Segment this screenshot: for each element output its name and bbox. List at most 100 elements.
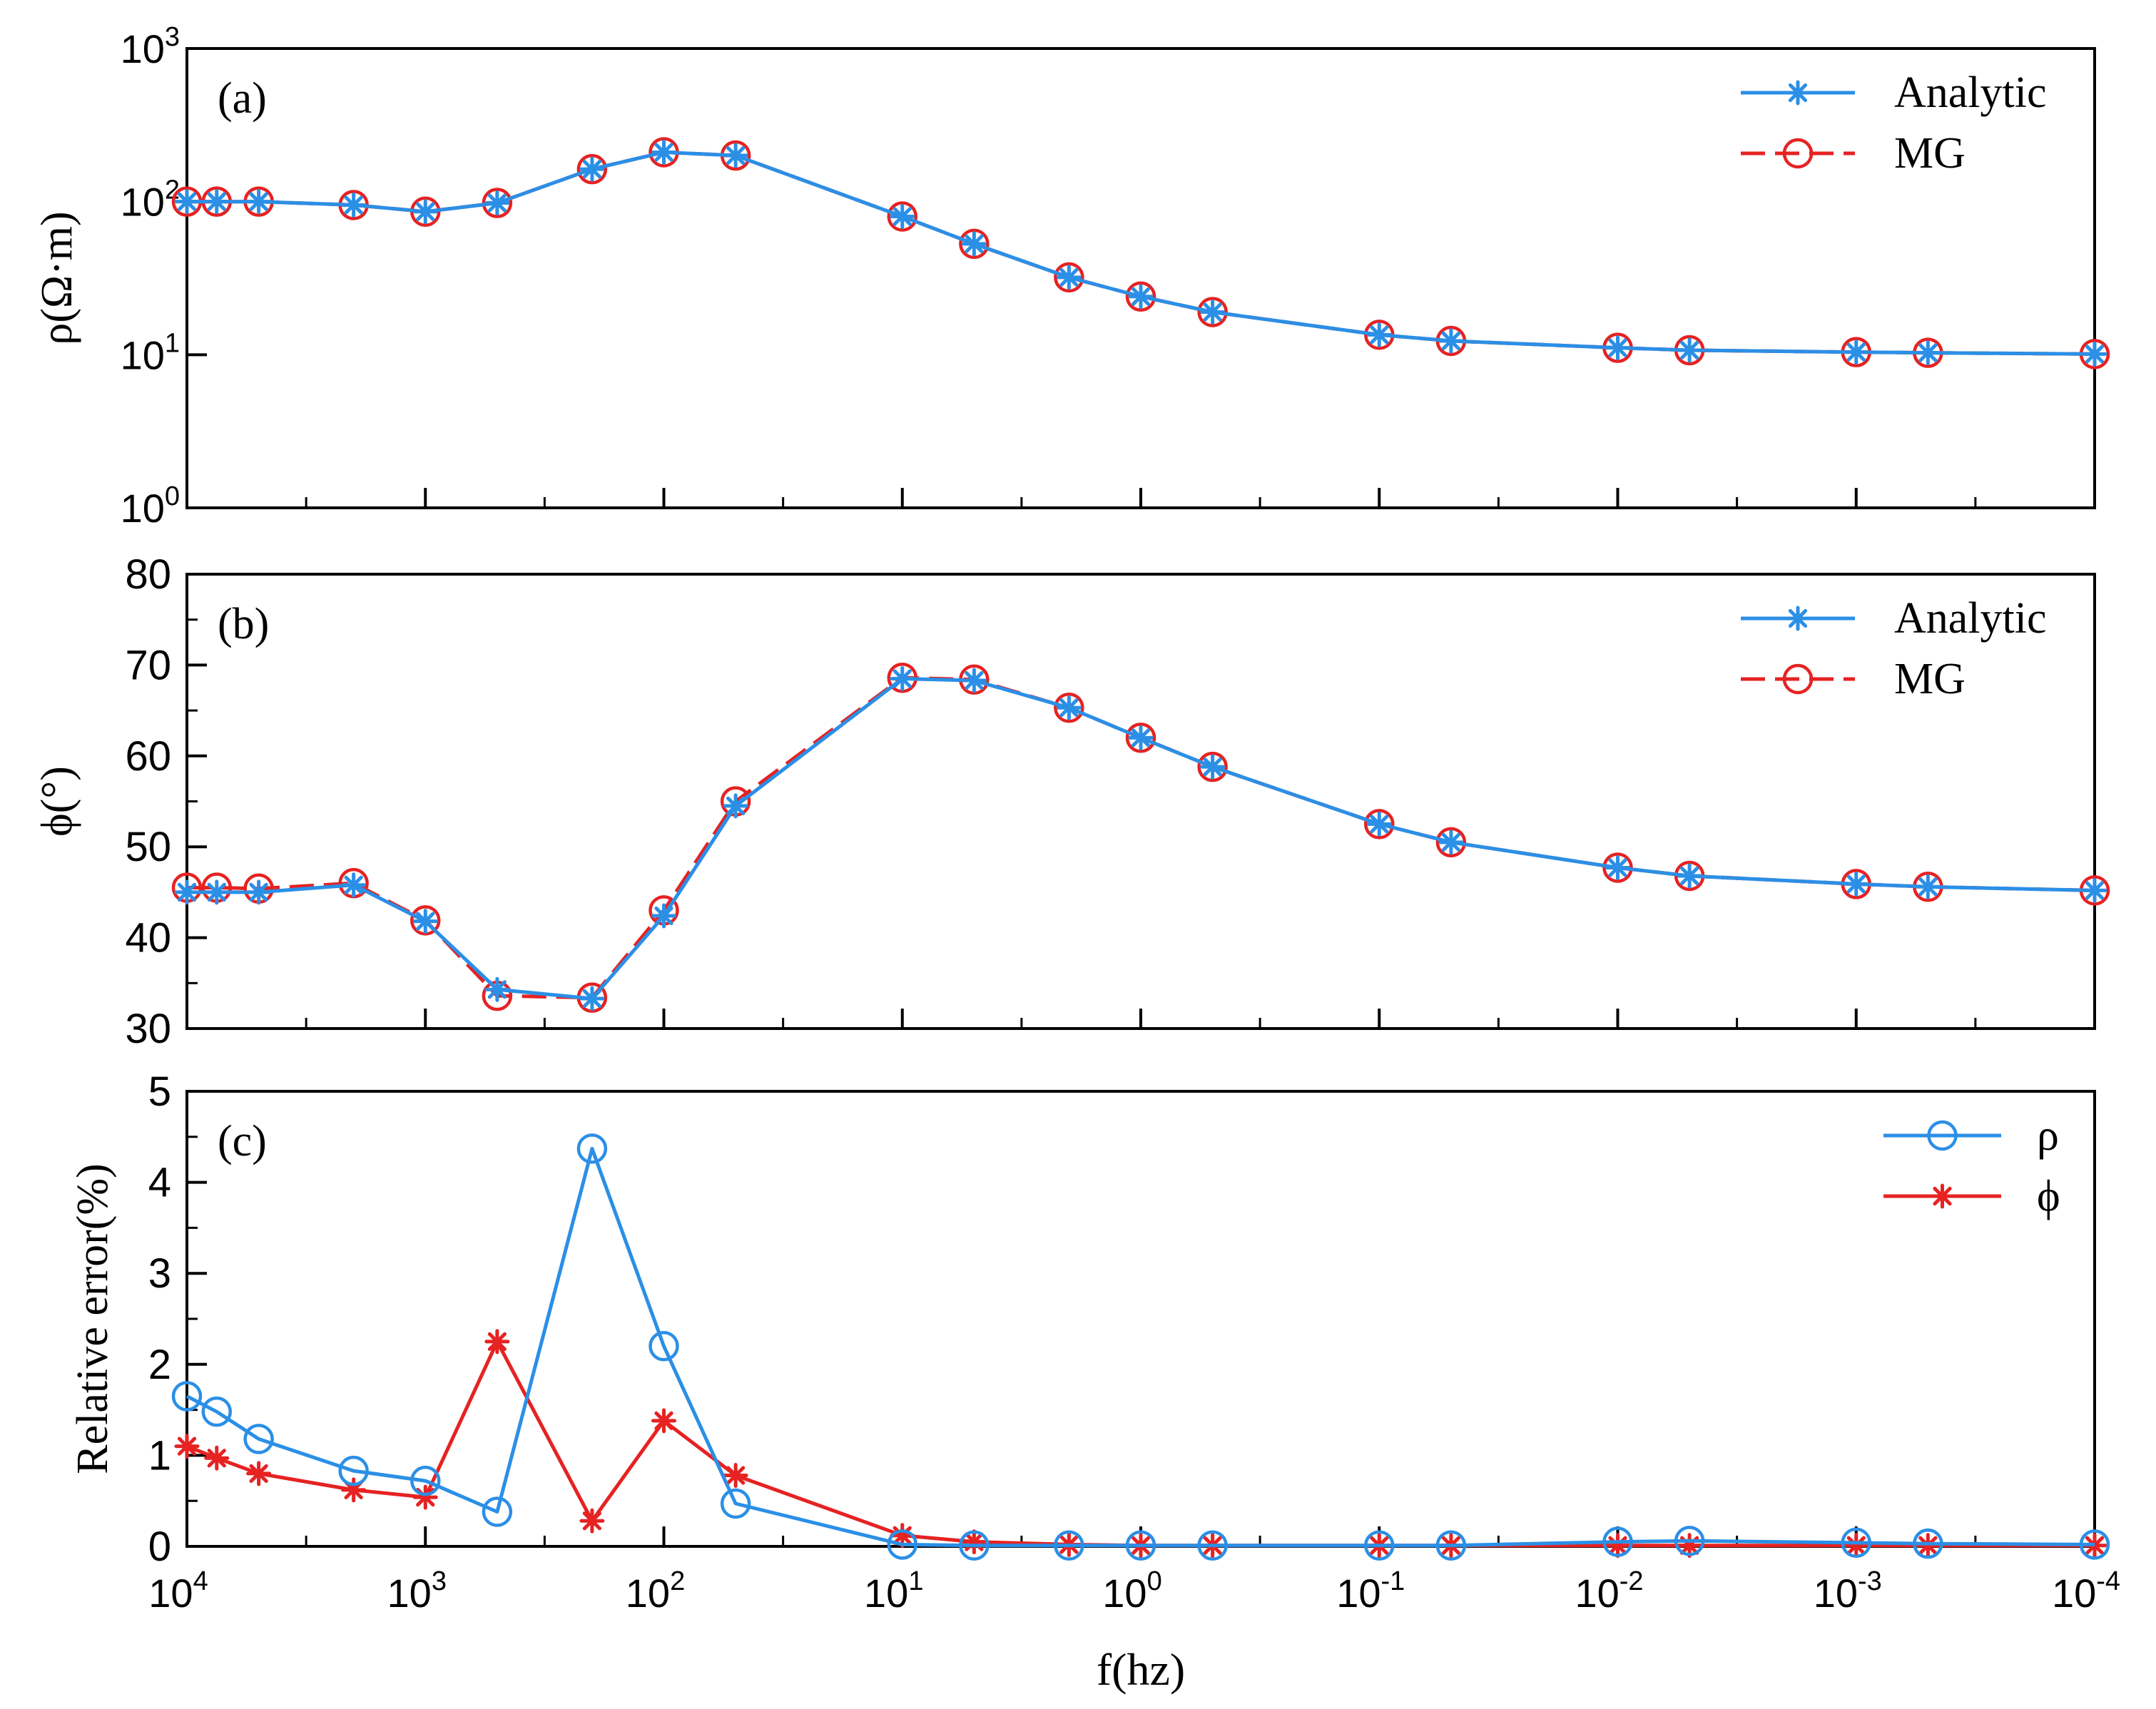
data-point (1197, 297, 1228, 327)
series-a (174, 139, 2107, 367)
x-tick-base: 10 (387, 1571, 432, 1616)
x-tick-label: 100 (1102, 1566, 1161, 1616)
data-point (341, 872, 367, 898)
data-point (1913, 1528, 1943, 1559)
y-tick-base: 10 (121, 180, 165, 225)
legend-marker-stroke (1788, 83, 1808, 103)
panel-c: 0 1 2 3 4 5 Relative error(%) (c) ρϕ (68, 1068, 2110, 1570)
data-point-stroke (582, 1511, 601, 1531)
data-point (484, 976, 510, 1002)
data-point-stroke (344, 875, 363, 894)
data-point (890, 666, 915, 692)
panel-label: (b) (218, 600, 269, 648)
data-point-stroke (1059, 267, 1079, 287)
data-point (959, 1530, 990, 1561)
data-point (887, 1529, 917, 1560)
data-point (1125, 1530, 1156, 1561)
data-point (1056, 265, 1082, 290)
x-tick-base: 10 (1102, 1571, 1146, 1616)
data-point (204, 189, 230, 215)
data-point-stroke (2085, 881, 2105, 900)
x-tick-label: 103 (387, 1566, 447, 1616)
x-tick-label: 104 (148, 1566, 208, 1616)
data-point-stroke (654, 906, 673, 926)
data-point (1841, 1527, 1871, 1558)
legend-marker-stroke (1933, 1186, 1952, 1206)
data-point (412, 199, 438, 225)
data-point (1915, 340, 1941, 366)
y-tick-label: 60 (125, 733, 171, 780)
data-point (246, 879, 272, 905)
data-point (174, 189, 200, 215)
legend-label: ϕ (2037, 1172, 2060, 1220)
legend-label: MG (1894, 655, 1966, 703)
legend: Analytic MG (1741, 68, 2047, 178)
data-point (1200, 754, 1226, 780)
data-point-stroke (965, 670, 984, 690)
data-point (890, 203, 915, 229)
data-point-stroke (177, 192, 197, 211)
data-point-stroke (1203, 757, 1222, 777)
data-point (1844, 340, 1869, 365)
y-tick-label: 50 (125, 824, 171, 870)
data-point-stroke (1370, 325, 1389, 345)
data-point-stroke (2085, 1536, 2105, 1555)
y-tick-label: 103 (121, 22, 180, 71)
legend-marker-stroke (1788, 608, 1808, 628)
data-point-stroke (1059, 698, 1079, 718)
data-point-stroke (1370, 815, 1389, 834)
series-line (185, 1146, 2095, 1548)
x-tick-base: 10 (2052, 1571, 2096, 1616)
x-tick-label: 10-3 (1814, 1566, 1882, 1616)
data-point (341, 192, 367, 218)
data-point (651, 139, 676, 165)
data-point (579, 156, 605, 182)
data-point-stroke (893, 207, 912, 226)
data-point (1366, 322, 1392, 347)
x-tick-label: 10-2 (1575, 1566, 1643, 1616)
data-point (2082, 877, 2107, 903)
data-point (1128, 284, 1154, 310)
data-point (1054, 693, 1084, 723)
legend-label: Analytic (1894, 594, 2047, 643)
data-point (1438, 830, 1464, 855)
series-line (187, 151, 2095, 356)
data-point (410, 1465, 441, 1496)
data-point-stroke (1918, 877, 1938, 897)
y-axis-title: Relative error(%) (68, 1163, 117, 1474)
data-point (1054, 1530, 1084, 1561)
data-point (1364, 1530, 1395, 1561)
plot-frame (185, 573, 2096, 1030)
x-tick-exponent: 0 (1147, 1566, 1162, 1596)
data-point (1674, 1526, 1705, 1556)
data-point-stroke (726, 796, 746, 815)
data-point-stroke (965, 234, 984, 253)
data-point (243, 1424, 274, 1454)
x-tick-base: 10 (626, 1571, 670, 1616)
x-tick-exponent: -2 (1619, 1566, 1644, 1596)
legend-marker (1927, 1120, 1958, 1151)
data-point (1197, 751, 1228, 782)
data-point (1605, 855, 1630, 881)
x-tick-exponent: 4 (193, 1566, 208, 1596)
legend-marker (1785, 80, 1811, 106)
data-point-stroke (1846, 1536, 1866, 1555)
x-tick-base: 10 (1575, 1571, 1619, 1616)
x-tick-base: 10 (148, 1571, 193, 1616)
x-tick-exponent: -4 (2096, 1566, 2120, 1596)
legend-label: ρ (2037, 1111, 2059, 1160)
data-point-stroke (1441, 331, 1460, 351)
data-point-stroke (249, 192, 268, 211)
data-point (1915, 874, 1941, 899)
legend-marker (1930, 1183, 1955, 1209)
x-tick-base: 10 (864, 1571, 908, 1616)
y-tick-exponent: 3 (165, 22, 180, 52)
data-point-stroke (487, 193, 507, 213)
x-tick-exponent: -3 (1858, 1566, 1882, 1596)
y-tick-label: 101 (121, 328, 180, 377)
data-point (1128, 725, 1154, 750)
data-point (651, 903, 676, 929)
series-b (174, 1329, 2107, 1558)
data-point (1197, 1530, 1228, 1561)
